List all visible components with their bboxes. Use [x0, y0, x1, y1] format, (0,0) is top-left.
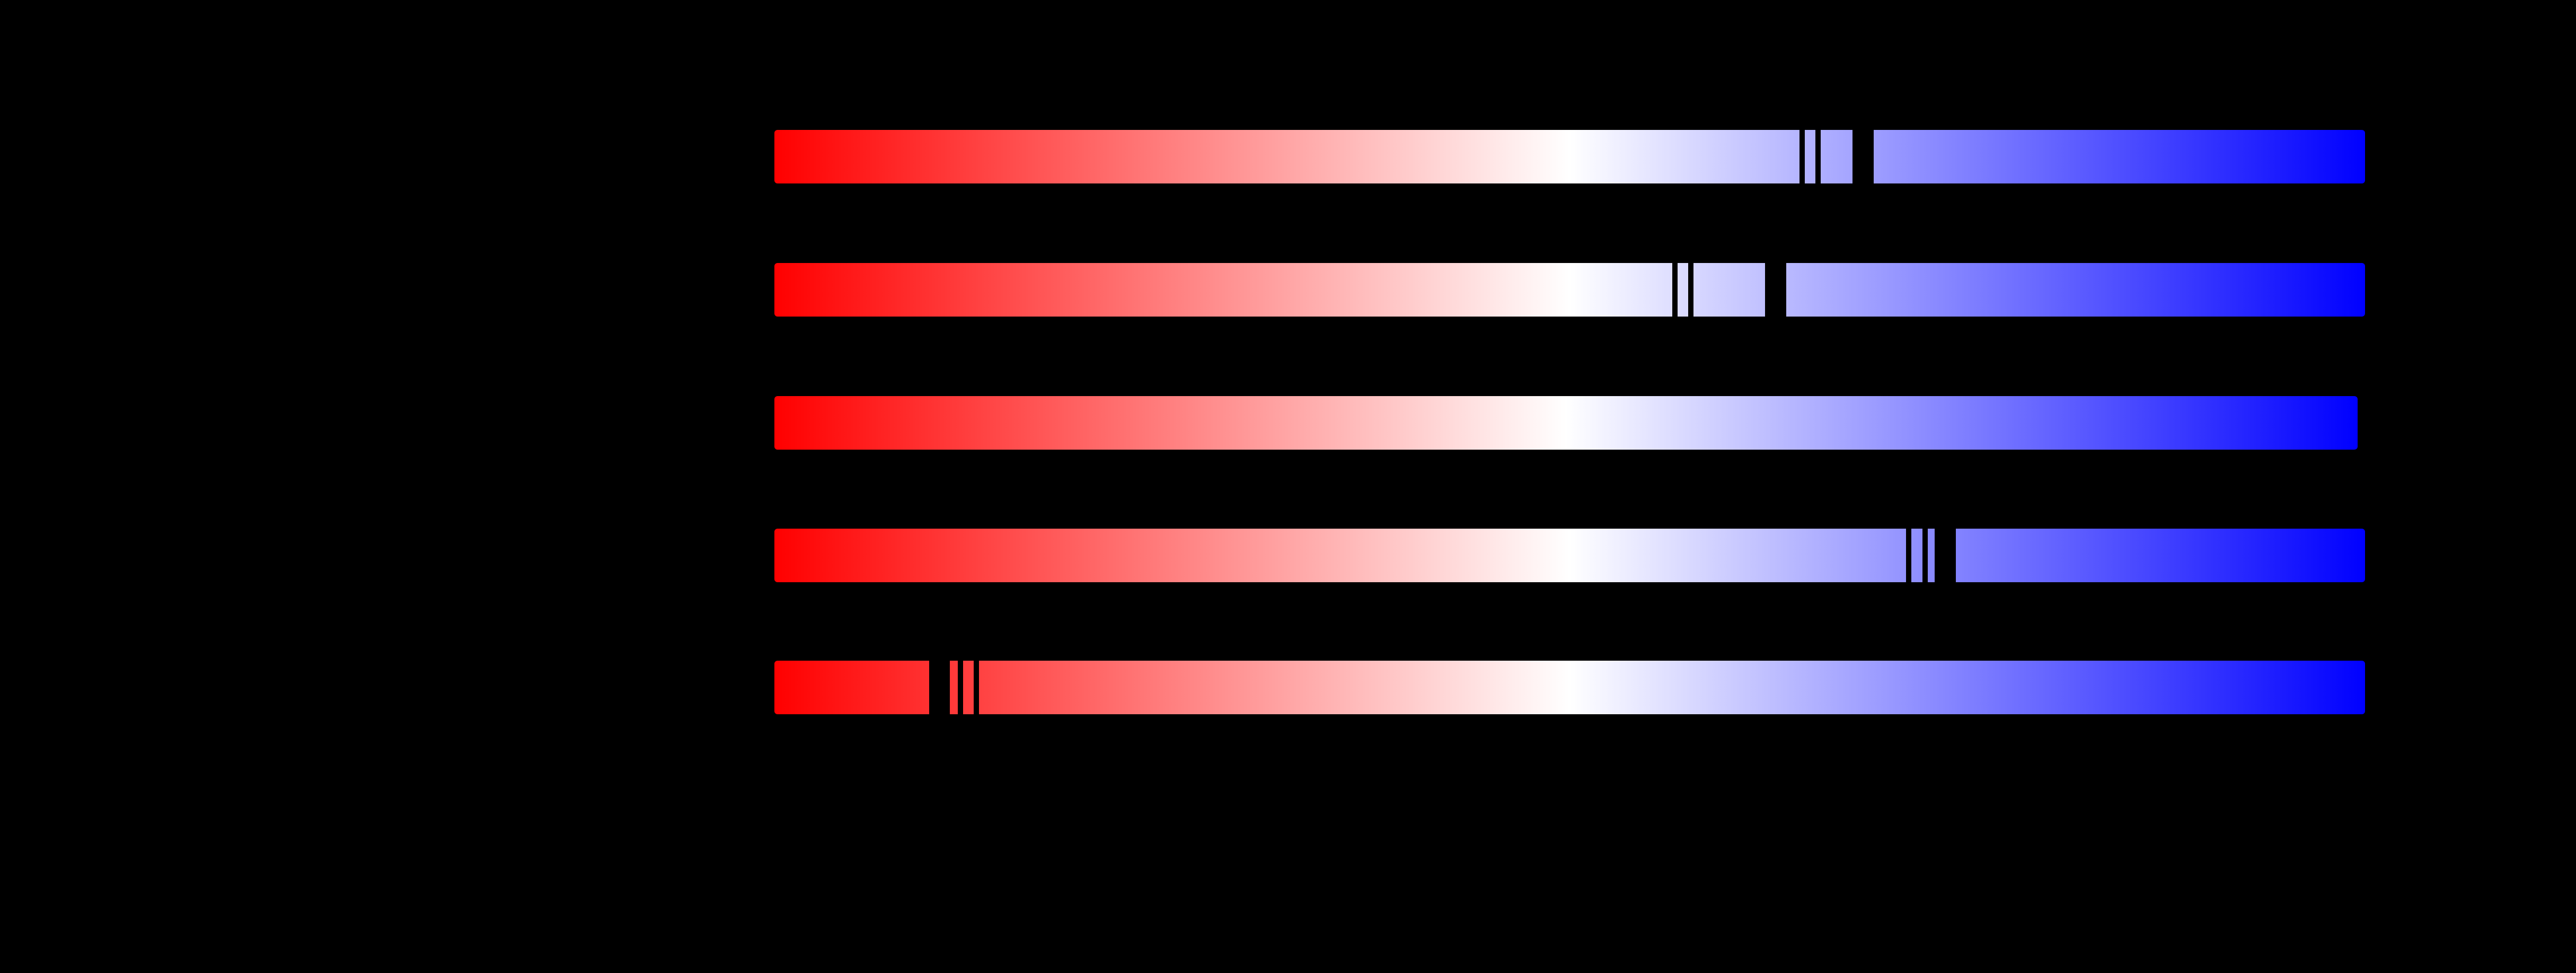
marker-line — [1765, 263, 1786, 317]
marker-line — [929, 661, 950, 714]
marker-line — [974, 661, 979, 714]
marker-line — [1688, 263, 1693, 317]
gradient-bar — [774, 661, 2365, 714]
marker-line — [1906, 529, 1911, 582]
gradient-bar — [774, 396, 2358, 450]
marker-line — [1815, 130, 1821, 183]
gradient-bar — [774, 130, 2365, 183]
marker-line — [1935, 529, 1956, 582]
gradient-bar — [774, 529, 2365, 582]
marker-line — [1672, 263, 1678, 317]
marker-line — [958, 661, 963, 714]
gradient-bar — [774, 263, 2365, 317]
marker-line — [1799, 130, 1805, 183]
marker-line — [1852, 130, 1874, 183]
marker-line — [1922, 529, 1928, 582]
